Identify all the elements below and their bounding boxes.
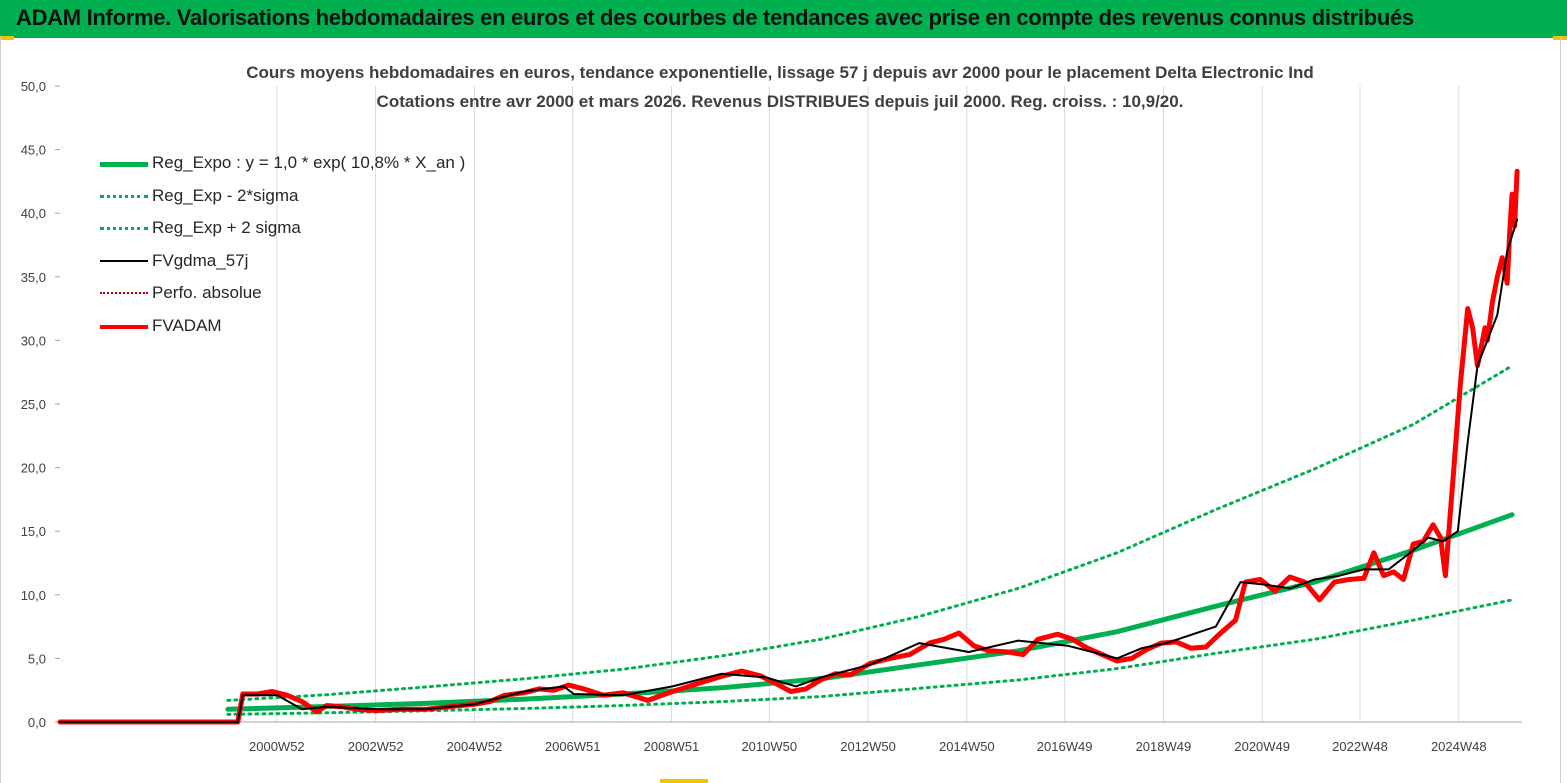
x-tick-label: 2018W49 [1136,739,1192,754]
header-title: ADAM Informe. Valorisations hebdomadaire… [16,5,1414,30]
x-tick-label: 2004W52 [447,739,503,754]
x-tick-label: 2002W52 [348,739,404,754]
legend-swatch-fvgdma [100,259,148,262]
y-tick-label: 35,0 [21,270,46,285]
x-tick-label: 2000W52 [249,739,305,754]
y-tick-label: 10,0 [21,588,46,603]
series-reg-exp-plus-2sigma [226,364,1514,702]
chart-subtitle: Cotations entre avr 2000 et mars 2026. R… [376,92,1184,111]
y-tick-label: 15,0 [21,524,46,539]
legend-swatch-reg-exp-plus [100,227,148,231]
legend-label-reg-exp-minus: Reg_Exp - 2*sigma [152,185,299,205]
x-tick-label: 2016W49 [1037,739,1093,754]
y-tick-label: 50,0 [21,79,46,94]
y-tick-label: 5,0 [28,651,46,666]
series-reg-exp-minus-2sigma [226,598,1514,716]
grid-layer [276,86,1460,722]
series-fvgdma-57j [59,218,1519,723]
series-layer [57,168,1520,725]
y-tick-label: 20,0 [21,461,46,476]
y-tick-label: 25,0 [21,397,46,412]
y-tick-label: 40,0 [21,206,46,221]
legend-label-reg-expo: Reg_Expo : y = 1,0 * exp( 10,8% * X_an ) [152,153,466,172]
legend-swatch-reg-expo [100,162,148,167]
y-tick-label: 45,0 [21,143,46,158]
legend-label-fvgdma: FVgdma_57j [152,250,249,270]
x-tick-label: 2010W50 [741,739,797,754]
series-reg-expo [225,512,1515,712]
x-tick-label: 2020W49 [1234,739,1290,754]
frame-right [1560,38,1561,783]
bottom-accent [660,779,708,783]
axis-layer: 2000W52 2002W52 2004W52 2006W51 2008W51 2010W… [21,79,1522,754]
frame-left [0,38,1,783]
series-fvadam [57,168,1520,725]
legend-swatch-reg-exp-minus [100,194,148,198]
x-tick-label: 2006W51 [545,739,601,754]
legend-label-perfo-absolue: Perfo. absolue [152,283,262,303]
legend-swatch-fvadam [100,324,148,329]
legend-label-reg-exp-plus: Reg_Exp + 2 sigma [152,218,301,238]
legend-swatch-perfo-absolue [100,292,148,295]
x-tick-label: 2008W51 [644,739,700,754]
x-tick-label: 2012W50 [840,739,896,754]
x-tick-label: 2022W48 [1332,739,1388,754]
x-tick-label: 2014W50 [939,739,995,754]
y-tick-label: 0,0 [28,715,46,730]
chart-title: Cours moyens hebdomadaires en euros, ten… [246,63,1314,82]
x-tick-label: 2024W48 [1431,739,1487,754]
header-accent-left [0,36,14,40]
header-bar: ADAM Informe. Valorisations hebdomadaire… [0,0,1567,38]
legend-label-fvadam: FVADAM [152,315,222,335]
y-tick-label: 30,0 [21,333,46,348]
